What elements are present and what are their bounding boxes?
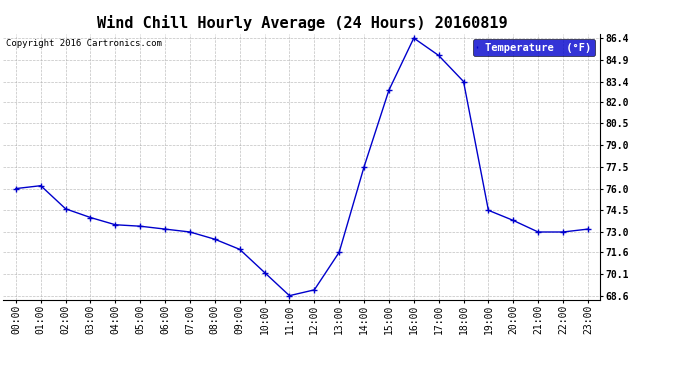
Title: Wind Chill Hourly Average (24 Hours) 20160819: Wind Chill Hourly Average (24 Hours) 201… — [97, 15, 507, 31]
Legend: Temperature  (°F): Temperature (°F) — [473, 39, 595, 56]
Text: Copyright 2016 Cartronics.com: Copyright 2016 Cartronics.com — [6, 39, 161, 48]
